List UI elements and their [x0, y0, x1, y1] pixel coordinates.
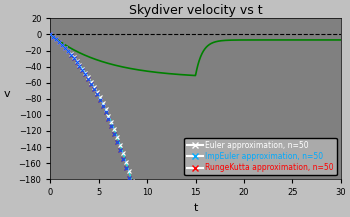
Title: Skydiver velocity vs t: Skydiver velocity vs t [129, 4, 262, 17]
Legend: Euler approximation, n=50, ImpEuler approximation, n=50, RungeKutta approximatio: Euler approximation, n=50, ImpEuler appr… [184, 138, 337, 175]
Y-axis label: v: v [4, 89, 11, 99]
X-axis label: t: t [193, 203, 198, 213]
